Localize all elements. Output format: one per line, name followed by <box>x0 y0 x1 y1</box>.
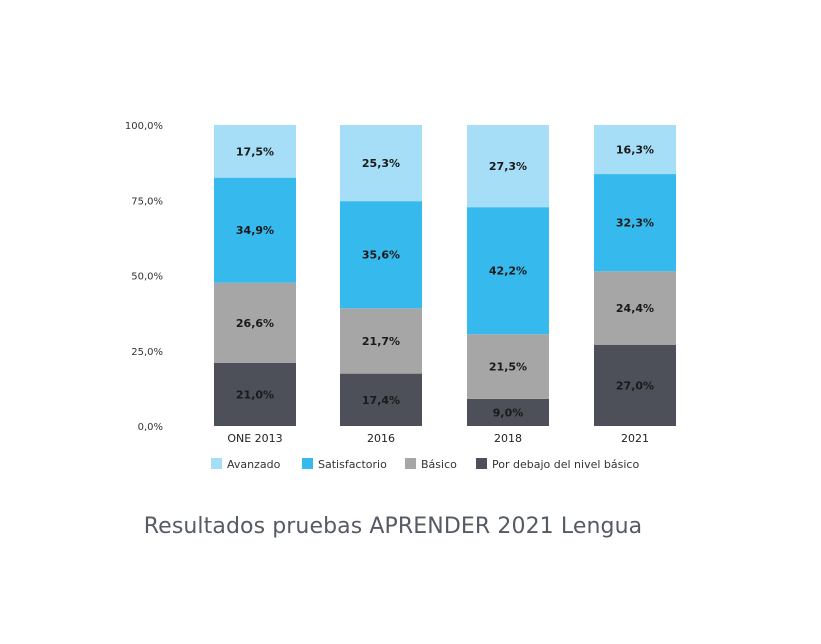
data-label: 34,9% <box>236 224 274 237</box>
data-label: 21,0% <box>236 388 274 401</box>
y-tick-label: 100,0% <box>125 121 163 132</box>
data-label: 17,4% <box>362 394 400 407</box>
legend-swatch <box>476 458 487 469</box>
x-axis-labels: ONE 2013 2016 2018 2021 <box>227 432 649 445</box>
legend-label: Por debajo del nivel básico <box>492 458 639 471</box>
bar-segment <box>467 125 549 208</box>
data-label: 24,4% <box>616 302 654 315</box>
bar-segment <box>340 373 422 426</box>
bar-segment <box>340 201 422 309</box>
data-label: 27,3% <box>489 160 527 173</box>
bar-segment <box>594 125 676 175</box>
x-tick-label: 2016 <box>367 432 395 445</box>
data-label: 27,0% <box>616 379 654 392</box>
data-label: 42,2% <box>489 265 527 278</box>
bar-segment <box>214 362 296 426</box>
x-tick-label: ONE 2013 <box>227 432 282 445</box>
bar-segment <box>594 174 676 272</box>
bar-segment <box>214 125 296 178</box>
legend-label: Básico <box>421 458 457 471</box>
bar-segment <box>467 398 549 426</box>
y-tick-label: 0,0% <box>138 422 163 433</box>
bar-segment <box>594 271 676 345</box>
bars: 21,0% 26,6% 34,9% 17,5% 17,4% 21,7% 35,6% 25,3%… <box>214 125 676 426</box>
data-label: 16,3% <box>616 144 654 157</box>
data-label: 21,5% <box>489 361 527 374</box>
data-label: 32,3% <box>616 217 654 230</box>
bar-segment <box>214 282 296 363</box>
y-axis-ticks: 0,0% 25,0% 50,0% 75,0% 100,0% <box>125 121 163 433</box>
bar-segment <box>340 125 422 202</box>
data-label: 25,3% <box>362 157 400 170</box>
data-label: 9,0% <box>493 406 524 419</box>
legend-swatch <box>211 458 222 469</box>
legend-swatch <box>302 458 313 469</box>
legend-label: Satisfactorio <box>318 458 387 471</box>
bar-segment <box>467 334 549 399</box>
bar-segment <box>340 308 422 374</box>
y-tick-label: 75,0% <box>131 196 163 207</box>
data-label: 26,6% <box>236 317 274 330</box>
y-tick-label: 25,0% <box>131 347 163 358</box>
x-tick-label: 2021 <box>621 432 649 445</box>
data-label: 17,5% <box>236 145 274 158</box>
legend-swatch <box>405 458 416 469</box>
x-tick-label: 2018 <box>494 432 522 445</box>
bar-segment <box>467 207 549 335</box>
bar-segment <box>594 344 676 426</box>
data-label: 21,7% <box>362 335 400 348</box>
legend-label: Avanzado <box>227 458 281 471</box>
y-tick-label: 50,0% <box>131 272 163 283</box>
bar-segment <box>214 177 296 283</box>
legend: Avanzado Satisfactorio Básico Por debajo de… <box>211 458 639 471</box>
chart-caption: Resultados pruebas APRENDER 2021 Lengua <box>143 514 643 539</box>
data-label: 35,6% <box>362 249 400 262</box>
